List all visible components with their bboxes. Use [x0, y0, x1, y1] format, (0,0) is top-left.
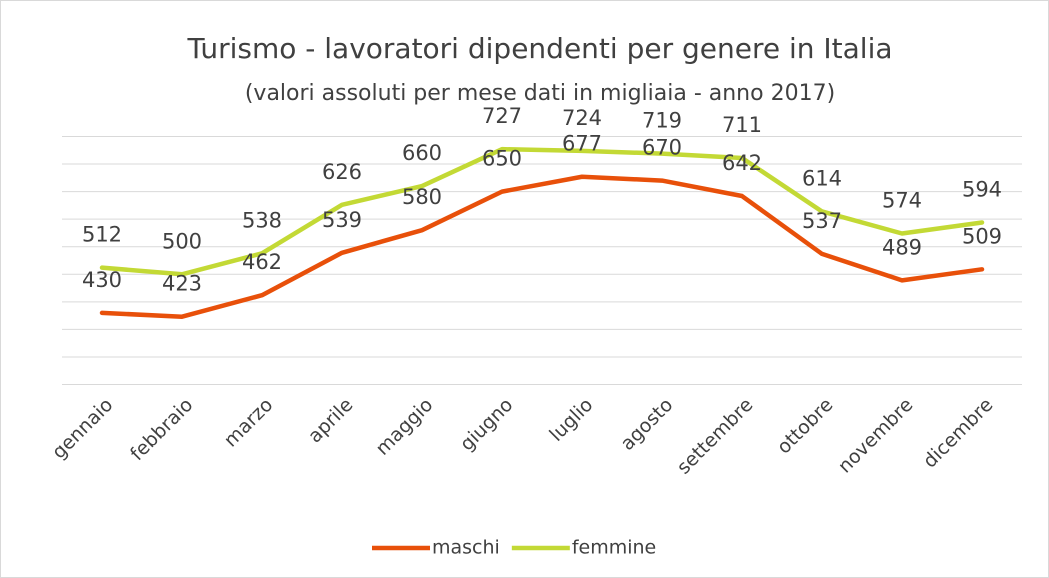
data-label: 670 [642, 136, 682, 160]
data-label: 724 [562, 106, 602, 130]
legend-label: maschi [432, 537, 500, 559]
data-label: 660 [402, 141, 442, 165]
data-label: 509 [962, 224, 1002, 248]
data-label: 574 [882, 188, 922, 212]
series-line [99, 146, 985, 277]
data-label: 500 [162, 229, 202, 253]
data-label: 626 [322, 160, 362, 184]
data-label: 489 [882, 235, 922, 259]
data-label: 512 [82, 223, 122, 247]
chart-title: Turismo - lavoratori dipendenti per gene… [186, 32, 892, 65]
data-label: 650 [482, 147, 522, 171]
data-label: 430 [82, 268, 122, 292]
data-label: 719 [642, 109, 682, 133]
data-label: 539 [322, 208, 362, 232]
chart-subtitle: (valori assoluti per mese dati in miglia… [245, 81, 835, 106]
data-label: 614 [802, 166, 842, 190]
data-label: 711 [722, 113, 762, 137]
legend-label: femmine [572, 537, 656, 559]
data-label: 423 [162, 272, 202, 296]
data-label: 727 [482, 104, 522, 128]
data-label: 537 [802, 209, 842, 233]
data-label: 594 [962, 177, 1002, 201]
data-label: 462 [242, 250, 282, 274]
data-label: 580 [402, 185, 442, 209]
data-label: 677 [562, 132, 602, 156]
data-label: 538 [242, 208, 282, 232]
data-label: 642 [722, 151, 762, 175]
series-line [99, 174, 985, 319]
